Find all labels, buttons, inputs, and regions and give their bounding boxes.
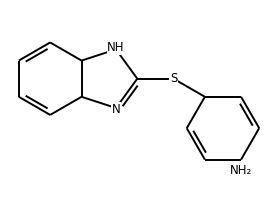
Text: NH: NH: [107, 41, 125, 54]
Text: S: S: [170, 72, 177, 85]
Text: N: N: [111, 103, 120, 116]
Text: NH₂: NH₂: [230, 164, 252, 177]
